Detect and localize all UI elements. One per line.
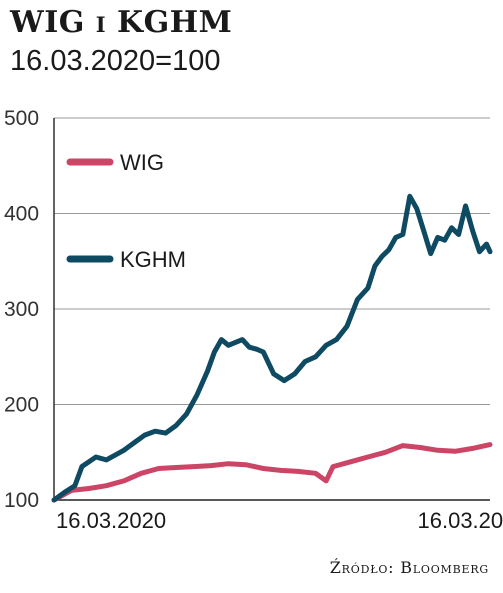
y-tick-label-500: 500 [4,107,39,130]
chart-subtitle: 16.03.2020=100 [10,45,221,77]
y-tick-label-400: 400 [4,203,39,226]
series-lines [51,193,493,503]
y-tick-label-100: 100 [4,489,39,512]
legend: WIG KGHM [66,150,186,272]
y-tick-labels: 100 200 300 400 500 [4,107,39,512]
y-tick-label-200: 200 [4,394,39,417]
series-line-kghm [51,193,493,503]
x-tick-label-0: 16.03.2020 [56,508,166,533]
legend-label-wig: WIG [120,150,164,175]
chart-title: WIG i KGHM [10,5,233,40]
legend-label-kghm: KGHM [120,247,186,272]
x-tick-label-1: 16.03.2021 [418,508,503,533]
x-tick-labels: 16.03.2020 16.03.2021 [56,508,503,533]
source-note: Źródło: Bloomberg [329,558,489,577]
series-line-wig [51,442,493,503]
y-tick-label-300: 300 [4,298,39,321]
